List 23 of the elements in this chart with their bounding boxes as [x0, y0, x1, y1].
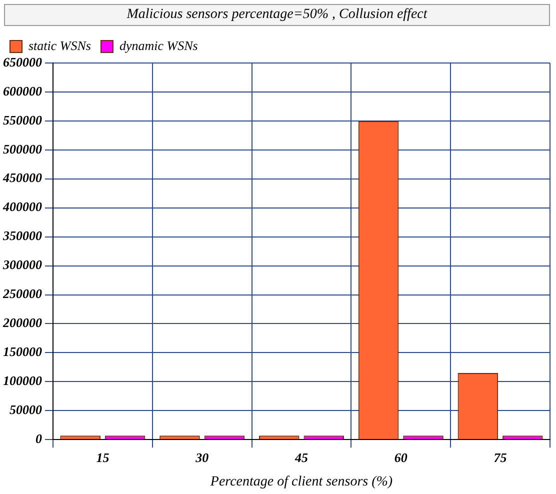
- x-tick-label: 60: [394, 450, 408, 465]
- y-tick-label: 300000: [2, 257, 42, 272]
- y-tick-label: 400000: [2, 199, 42, 214]
- x-tick-label: 30: [194, 450, 210, 465]
- y-tick-label: 350000: [2, 228, 42, 244]
- y-tick-label: 200000: [2, 315, 42, 330]
- x-axis-title: Percentage of client sensors (%): [209, 474, 393, 490]
- y-tick-label: 0: [36, 430, 42, 446]
- x-tick-label: 45: [294, 450, 308, 465]
- y-tick-label: 100000: [3, 373, 42, 388]
- y-tick-label: 500000: [3, 141, 42, 156]
- y-tick-label: 50000: [10, 402, 42, 417]
- y-tick-label: 650000: [3, 54, 42, 70]
- y-tick-label: 450000: [2, 170, 42, 186]
- x-tick-label: 15: [96, 450, 110, 465]
- legend-label: static WSNs: [28, 38, 91, 53]
- legend-label: dynamic WSNs: [119, 38, 198, 53]
- x-tick-label: 75: [494, 450, 508, 465]
- y-tick-label: 150000: [3, 344, 42, 360]
- chart-title: Malicious sensors percentage=50% , Collusion effect: [4, 4, 550, 26]
- y-tick-label: 600000: [3, 83, 42, 98]
- y-tick-label: 250000: [2, 286, 42, 302]
- y-tick-label: 550000: [3, 112, 42, 128]
